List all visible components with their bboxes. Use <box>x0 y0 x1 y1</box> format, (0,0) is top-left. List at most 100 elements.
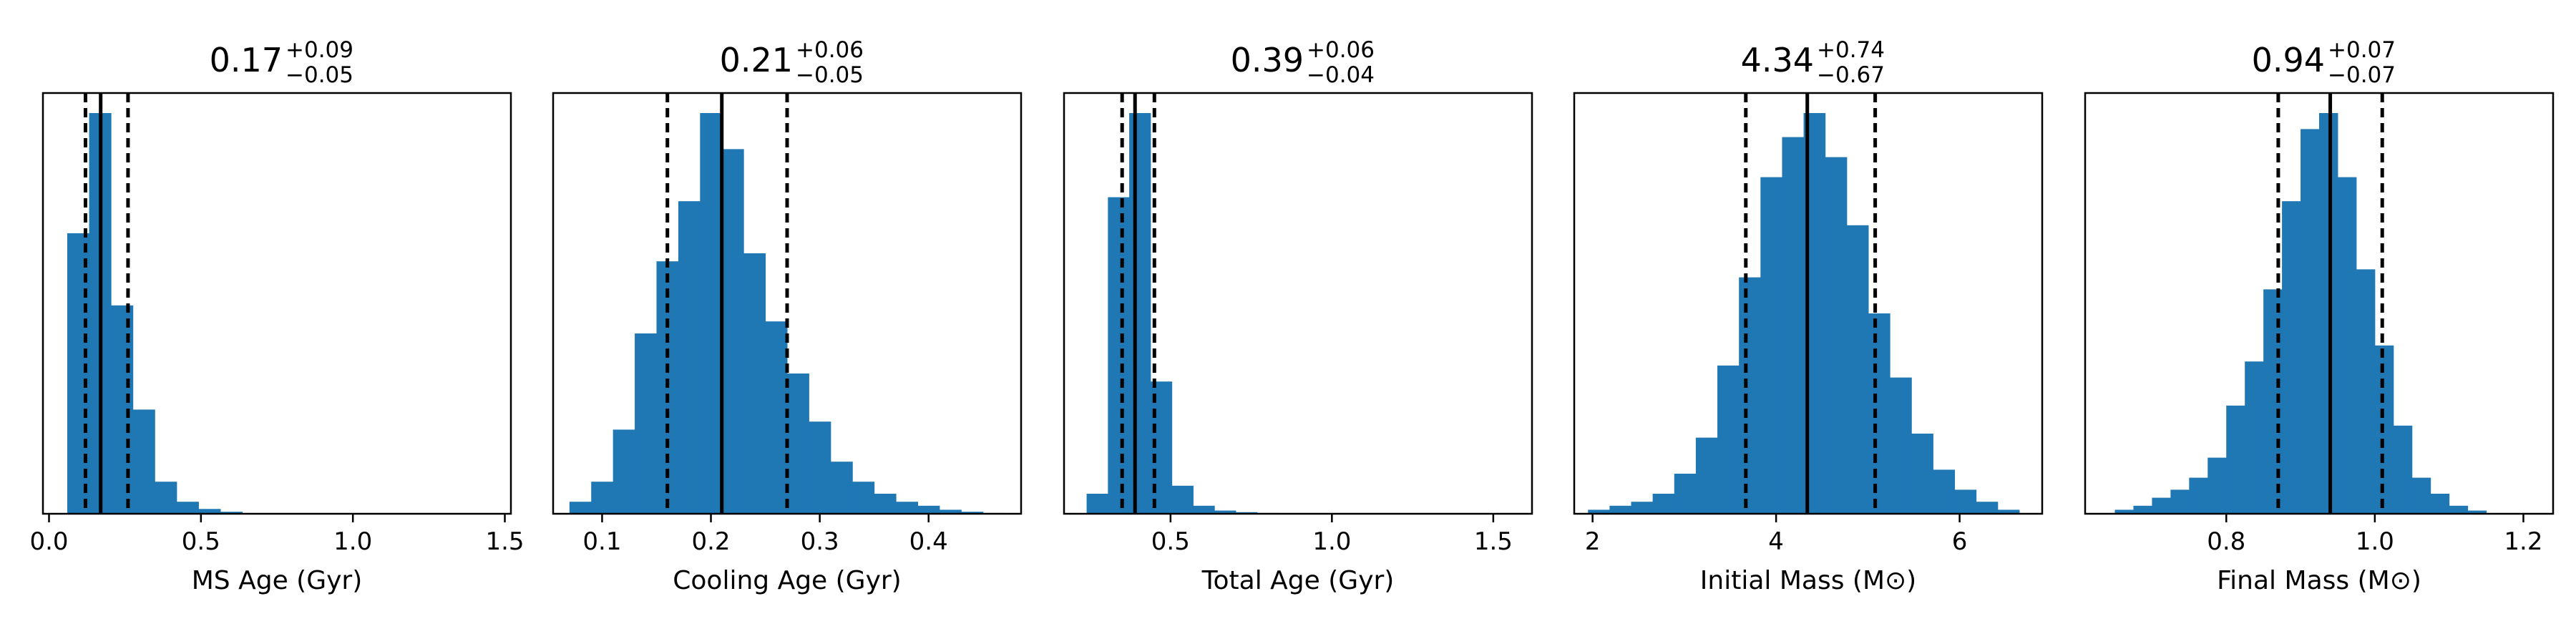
histogram-bar <box>1782 137 1805 514</box>
x-tick-label: 2 <box>1585 527 1601 556</box>
histogram-bar <box>852 482 875 514</box>
histogram-bar <box>132 409 155 514</box>
x-axis-label: Initial Mass (M⊙) <box>1700 566 1916 595</box>
histogram-bar <box>1086 494 1108 514</box>
title-upper-error: +0.06 <box>796 37 864 63</box>
histogram-bar <box>896 502 919 514</box>
histogram-bar <box>1171 485 1194 514</box>
histogram-bar <box>700 113 723 514</box>
histogram-bar <box>1760 177 1782 514</box>
panel-title: 0.39 +0.06−0.04 <box>1231 37 1375 88</box>
x-axis-label: Total Age (Gyr) <box>1201 566 1395 595</box>
x-tick-label: 1.0 <box>1312 527 1351 556</box>
histogram-bar <box>2393 425 2413 514</box>
histogram-bar <box>2449 505 2469 514</box>
x-tick-label: 0.3 <box>801 527 839 556</box>
panel-title: 0.17 +0.09−0.05 <box>210 37 353 88</box>
histogram-bar <box>1193 505 1215 514</box>
histogram-bar <box>1976 502 1999 514</box>
histogram-bar <box>1868 313 1890 514</box>
histogram-bar <box>961 512 984 514</box>
histogram-bar <box>2337 177 2357 514</box>
histogram-bar <box>874 494 897 514</box>
histogram-bar <box>765 321 788 514</box>
x-tick-label: 1.5 <box>485 527 524 556</box>
axes-frame <box>1063 92 1533 515</box>
histogram-panel-2: 0.1 0.2 0.3 0.4 Cooling Age (Gyr) 0.21 +0.06−0… <box>552 37 1023 595</box>
x-tick-label: 1.5 <box>1474 527 1513 556</box>
histogram-bar <box>2411 477 2431 514</box>
histogram-bar <box>1846 225 1869 514</box>
histogram-bar <box>2170 489 2190 514</box>
title-upper-error: +0.07 <box>2328 37 2396 63</box>
histogram-bar <box>1954 489 1977 514</box>
histogram-bar <box>1631 502 1654 514</box>
histogram-bar <box>2467 510 2487 514</box>
histogram-bar <box>1933 469 1956 514</box>
histogram-bar <box>2114 509 2134 514</box>
histogram-bar <box>2301 129 2320 514</box>
histogram-panel-4: 2 4 6 Initial Mass (M⊙) 4.34 +0.74−0.67 <box>1573 37 2044 595</box>
title-upper-error: +0.06 <box>1307 37 1375 63</box>
histogram-bar <box>787 374 809 514</box>
panel-title: 0.21 +0.06−0.05 <box>720 37 864 88</box>
histogram-bar <box>2374 345 2394 514</box>
histogram-bar <box>1674 474 1697 514</box>
x-tick-label: 1.0 <box>333 527 372 556</box>
histogram-bar <box>830 462 853 514</box>
histogram-bar <box>176 502 199 514</box>
panel-title: 4.34 +0.74−0.67 <box>1741 37 1885 88</box>
histogram-bar <box>743 253 766 514</box>
title-median: 4.34 <box>1741 41 1814 79</box>
x-tick-label: 0.8 <box>2207 527 2245 556</box>
axes-frame <box>1573 92 2044 515</box>
histogram-bar <box>1739 277 1761 514</box>
title-upper-error: +0.09 <box>286 37 353 63</box>
x-tick-label: 0.1 <box>582 527 621 556</box>
title-lower-error: −0.05 <box>286 62 353 88</box>
histogram-bar <box>198 509 221 514</box>
histogram-bar <box>1997 509 2020 514</box>
histogram-bar <box>1588 509 1610 514</box>
axes-frame <box>2084 92 2555 515</box>
histogram-bar <box>2430 494 2450 514</box>
histogram-panel-1: 0.0 0.5 1.0 1.5 MS Age (Gyr) 0.17 +0.09−0.05 <box>29 37 524 595</box>
x-axis-label: Cooling Age (Gyr) <box>673 566 901 595</box>
x-tick-label: 1.2 <box>2504 527 2542 556</box>
x-tick-label: 0.4 <box>909 527 948 556</box>
histogram-bar <box>1214 510 1236 514</box>
histogram-bar <box>1911 434 1933 514</box>
histogram-bar <box>678 201 701 514</box>
x-axis-label: Final Mass (M⊙) <box>2217 566 2421 595</box>
histogram-bar <box>917 505 940 514</box>
x-tick-label: 0.2 <box>691 527 730 556</box>
histogram-bar <box>220 512 243 514</box>
x-tick-label: 0.0 <box>29 527 68 556</box>
x-tick-label: 0.5 <box>1151 527 1190 556</box>
histogram-bar <box>2207 457 2227 514</box>
histogram-bar <box>2189 477 2208 514</box>
x-tick-label: 6 <box>1952 527 1968 556</box>
title-median: 0.94 <box>2252 41 2325 79</box>
histogram-bar <box>2356 269 2376 514</box>
x-tick-label: 1.0 <box>2356 527 2394 556</box>
title-lower-error: −0.05 <box>796 62 864 88</box>
histogram-bar <box>613 429 635 514</box>
histogram-bar <box>2133 505 2152 514</box>
histogram-bar <box>155 482 177 514</box>
histogram-bar <box>939 509 962 514</box>
histogram-bar <box>2226 405 2245 514</box>
x-tick-label: 4 <box>1768 527 1784 556</box>
histogram-bar <box>111 305 134 514</box>
histogram-bar <box>1890 377 1912 514</box>
histogram-bar <box>1717 365 1740 514</box>
histogram-panel-5: 0.8 1.0 1.2 Final Mass (M⊙) 0.94 +0.07−0.07 <box>2084 37 2555 595</box>
histogram-bar <box>1129 113 1151 514</box>
histogram-bar <box>809 421 831 514</box>
histogram-bar <box>2152 497 2171 514</box>
histogram-bar <box>2282 201 2301 514</box>
histogram-panel-3: 0.5 1.0 1.5 Total Age (Gyr) 0.39 +0.06−0.04 <box>1063 37 1533 595</box>
histogram-bar <box>1609 505 1632 514</box>
title-median: 0.39 <box>1231 41 1304 79</box>
